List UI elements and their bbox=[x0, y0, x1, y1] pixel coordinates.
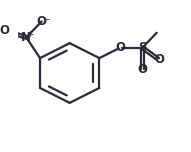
Text: O: O bbox=[154, 53, 164, 66]
Text: N: N bbox=[21, 31, 31, 44]
Text: O: O bbox=[0, 24, 10, 37]
Text: O: O bbox=[37, 15, 47, 28]
Text: O: O bbox=[115, 41, 125, 54]
Text: −: − bbox=[42, 14, 49, 23]
Text: O: O bbox=[137, 63, 147, 76]
Text: S: S bbox=[138, 41, 147, 54]
Text: +: + bbox=[26, 30, 34, 39]
